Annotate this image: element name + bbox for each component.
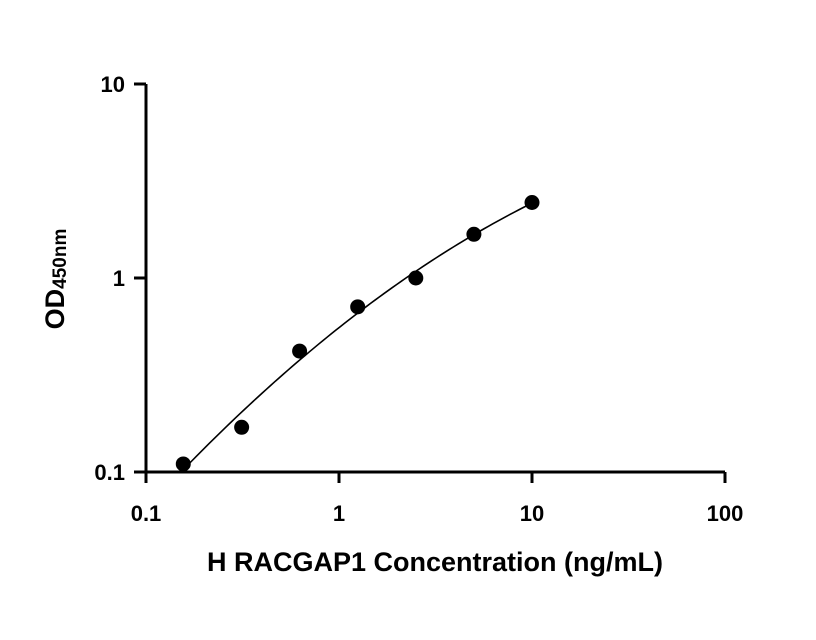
data-point <box>234 419 250 435</box>
axes <box>144 84 725 474</box>
x-tick-label: 10 <box>520 501 544 526</box>
y-tick-label: 1 <box>113 266 125 291</box>
data-point <box>292 343 308 359</box>
x-axis-title: H RACGAP1 Concentration (ng/mL) <box>207 547 663 577</box>
y-ticks: 0.1 1 10 <box>94 72 146 485</box>
data-point <box>175 456 191 472</box>
y-tick-label: 10 <box>101 72 125 97</box>
y-tick-label: 0.1 <box>94 460 125 485</box>
x-ticks: 0.1 1 10 100 <box>131 472 744 526</box>
data-point <box>350 299 366 315</box>
data-points <box>175 195 540 472</box>
y-axis-title: OD450nm <box>40 229 71 330</box>
y-axis-title-sub: 450nm <box>50 229 71 289</box>
x-tick-label: 1 <box>333 501 345 526</box>
x-tick-label: 0.1 <box>131 501 162 526</box>
data-point <box>524 195 540 211</box>
data-point <box>466 226 482 242</box>
data-point <box>408 270 424 286</box>
x-tick-label: 100 <box>707 501 744 526</box>
y-axis-title-main: OD <box>40 289 70 330</box>
